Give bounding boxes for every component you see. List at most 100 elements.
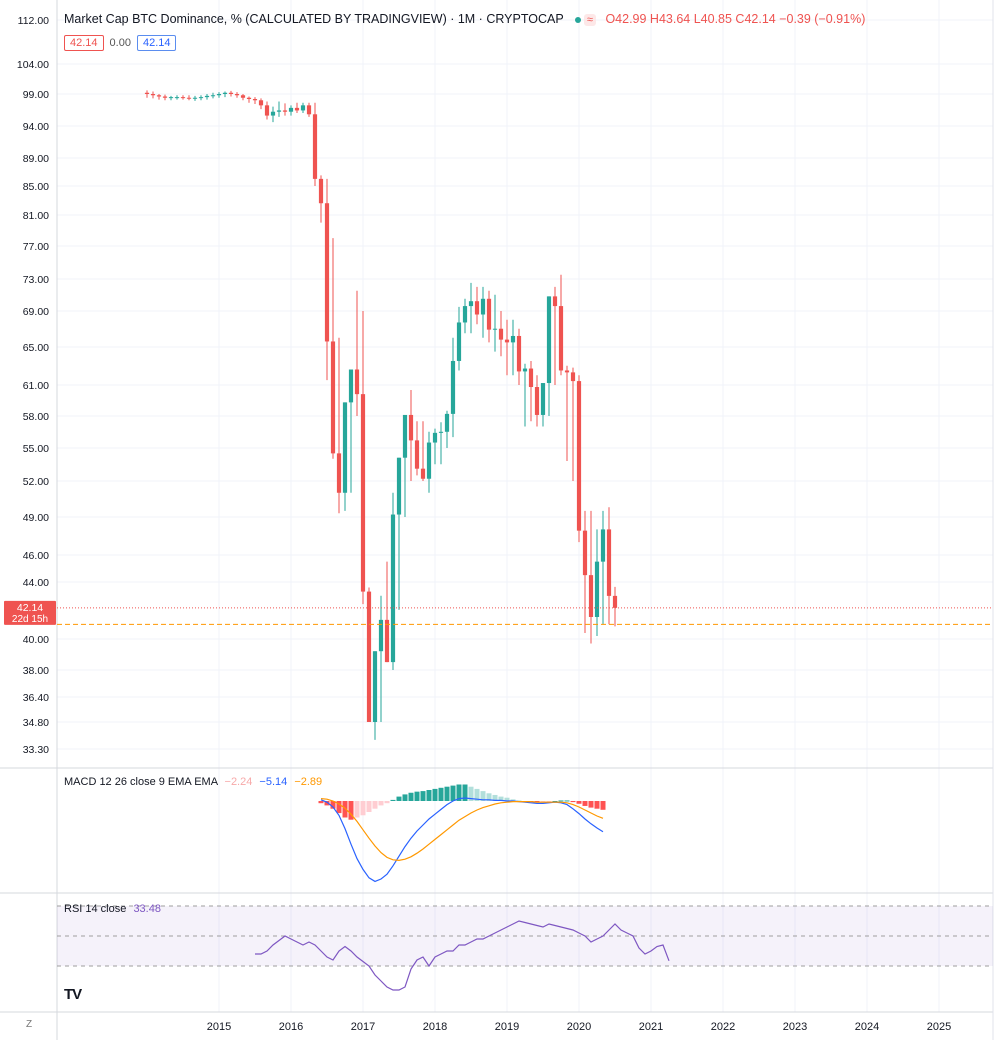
macd-histogram-bar <box>330 801 336 809</box>
macd-histogram-bar <box>366 801 372 812</box>
candle-body <box>192 97 198 99</box>
candle-body <box>594 561 600 617</box>
time-tick-label: 2022 <box>711 1021 735 1033</box>
macd-histogram-bar <box>516 800 522 802</box>
macd-histogram-bar <box>540 801 546 803</box>
price-tick-label: 89.00 <box>23 153 49 165</box>
candle-body <box>306 105 312 115</box>
macd-histogram-bar <box>456 784 462 801</box>
candle-body <box>474 301 480 315</box>
candle-body <box>384 619 390 663</box>
candle-body <box>408 414 414 441</box>
value-box-blue: 42.14 <box>136 35 177 51</box>
macd-histogram-bar <box>390 799 396 801</box>
macd-histogram-bar <box>384 801 390 804</box>
price-tick-label: 73.00 <box>23 274 49 286</box>
macd-legend-label: MACD 12 26 close 9 EMA EMA <box>64 776 218 788</box>
candle-body <box>216 94 222 96</box>
candle-body <box>264 105 270 116</box>
macd-legend[interactable]: MACD 12 26 close 9 EMA EMA −2.24 −5.14 −… <box>64 776 322 788</box>
candle-body <box>570 372 576 382</box>
price-tick-label: 77.00 <box>23 241 49 253</box>
candle-body <box>588 575 594 617</box>
candle-body <box>258 100 264 106</box>
macd-histogram-bar <box>348 801 354 820</box>
macd-histogram-bar <box>594 801 600 809</box>
macd-signal-value: −2.89 <box>294 776 323 788</box>
macd-histogram-bar <box>402 794 408 801</box>
macd-histogram-bar <box>324 801 330 806</box>
candle-body <box>468 301 474 307</box>
macd-histogram-bar <box>450 785 456 801</box>
candle-body <box>486 298 492 330</box>
macd-histogram-bar <box>414 791 420 801</box>
ohlc-values: O42.99 H43.64 L40.85 C42.14 −0.39 (−0.91… <box>605 12 866 26</box>
candle-body <box>162 96 168 98</box>
candle-body <box>378 619 384 652</box>
candle-body <box>600 529 606 562</box>
status-indicators: ≈ <box>574 12 596 26</box>
price-tick-label: 49.00 <box>23 512 49 524</box>
candle-body <box>354 369 360 395</box>
candle-body <box>156 95 162 97</box>
candle-body <box>396 457 402 515</box>
approx-icon[interactable]: ≈ <box>583 14 596 26</box>
time-tick-label: 2016 <box>279 1021 303 1033</box>
candle-body <box>420 468 426 479</box>
candle-body <box>432 432 438 443</box>
macd-histogram-bar <box>462 784 468 801</box>
macd-histogram-bar <box>588 801 594 808</box>
macd-histogram-bar <box>396 796 402 801</box>
candle-body <box>174 97 180 99</box>
macd-histogram-bar <box>444 786 450 801</box>
candle-body <box>462 306 468 323</box>
symbol-title[interactable]: Market Cap BTC Dominance, % (CALCULATED … <box>64 12 564 26</box>
tradingview-logo[interactable]: TV <box>64 986 82 1003</box>
zoom-icon[interactable]: Z <box>26 1019 33 1030</box>
candle-body <box>318 178 324 204</box>
macd-histogram-bar <box>360 801 366 816</box>
candle-body <box>288 107 294 112</box>
candle-body <box>252 99 258 101</box>
rsi-legend-label: RSI 14 close <box>64 903 127 915</box>
candle-body <box>414 440 420 469</box>
macd-histogram-bar <box>558 800 564 802</box>
macd-histogram-bar <box>600 801 606 810</box>
macd-histogram-bar <box>504 797 510 801</box>
macd-value: −5.14 <box>259 776 288 788</box>
candle-body <box>426 442 432 479</box>
macd-histogram-bar <box>468 786 474 801</box>
price-tick-label: 65.00 <box>23 342 49 354</box>
macd-histogram-bar <box>432 788 438 801</box>
candle-body <box>348 369 354 403</box>
candle-body <box>450 360 456 414</box>
candle-body <box>312 114 318 179</box>
macd-histogram-bar <box>342 801 348 818</box>
candle-body <box>492 328 498 330</box>
candle-body <box>402 414 408 458</box>
candle-body <box>270 111 276 116</box>
rsi-value: 33.48 <box>133 903 161 915</box>
price-tick-label: 34.80 <box>23 717 49 729</box>
price-tick-label: 58.00 <box>23 411 49 423</box>
candle-body <box>150 94 156 96</box>
candle-body <box>246 97 252 100</box>
macd-histogram-bar <box>354 801 360 818</box>
time-tick-label: 2020 <box>567 1021 591 1033</box>
candle-body <box>534 387 540 415</box>
price-tick-label: 38.00 <box>23 665 49 677</box>
price-tick-label: 33.30 <box>23 744 49 756</box>
candle-body <box>546 296 552 384</box>
time-tick-label: 2017 <box>351 1021 375 1033</box>
rsi-legend[interactable]: RSI 14 close 33.48 <box>64 903 161 915</box>
price-tick-label: 81.00 <box>23 210 49 222</box>
candle-body <box>294 107 300 111</box>
candle-body <box>282 110 288 112</box>
candle-body <box>144 92 150 94</box>
candle-body <box>606 529 612 596</box>
macd-hist-value: −2.24 <box>224 776 253 788</box>
time-tick-label: 2024 <box>855 1021 879 1033</box>
candle-body <box>342 402 348 493</box>
signal-line <box>320 798 604 862</box>
